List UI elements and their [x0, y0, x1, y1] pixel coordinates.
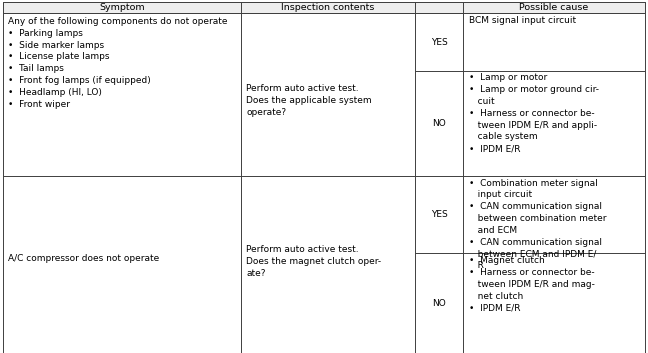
Text: Perform auto active test.
Does the magnet clutch oper-
ate?: Perform auto active test. Does the magne…	[246, 245, 382, 277]
Text: YES: YES	[431, 37, 447, 47]
Text: •  Magnet clutch
•  Harness or connector be-
   tween IPDM E/R and mag-
   net c: • Magnet clutch • Harness or connector b…	[469, 256, 594, 312]
Bar	[3, 2, 645, 13]
Text: BCM signal input circuit: BCM signal input circuit	[469, 16, 575, 25]
Text: YES: YES	[431, 210, 447, 219]
Text: Possible cause: Possible cause	[520, 3, 588, 12]
Text: NO: NO	[432, 299, 446, 308]
Text: Symptom: Symptom	[99, 3, 145, 12]
Text: A/C compressor does not operate: A/C compressor does not operate	[8, 254, 159, 263]
Text: Any of the following components do not operate
•  Parking lamps
•  Side marker l: Any of the following components do not o…	[8, 17, 228, 108]
Text: NO: NO	[432, 119, 446, 128]
Text: •  Combination meter signal
   input circuit
•  CAN communication signal
   betw: • Combination meter signal input circuit…	[469, 179, 606, 270]
Text: Inspection contents: Inspection contents	[281, 3, 375, 12]
Text: Perform auto active test.
Does the applicable system
operate?: Perform auto active test. Does the appli…	[246, 84, 372, 116]
Text: •  Lamp or motor
•  Lamp or motor ground cir-
   cuit
•  Harness or connector be: • Lamp or motor • Lamp or motor ground c…	[469, 73, 599, 153]
